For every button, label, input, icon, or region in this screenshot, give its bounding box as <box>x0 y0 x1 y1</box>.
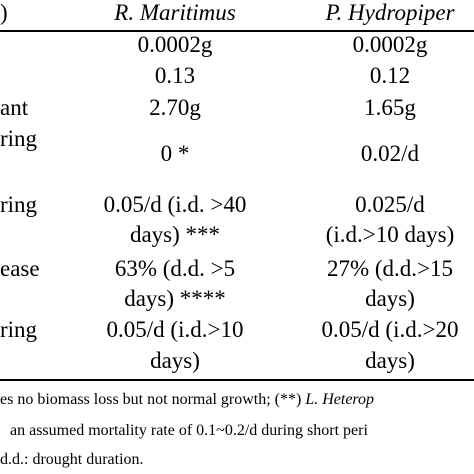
row2-r-maritimus: 2.70g <box>149 95 201 120</box>
row6-r-maritimus-line1: 0.05/d (i.d.>10 <box>106 317 244 342</box>
row5-p-hydropiper-line1: 27% (d.d.>15 <box>326 256 454 281</box>
row4-p-hydropiper-line1: 0.025/d <box>355 192 425 217</box>
row2-label: ant <box>0 95 29 120</box>
row6-p-hydropiper-line1: 0.05/d (i.d.>20 <box>321 317 459 342</box>
row1-r-maritimus: 0.13 <box>154 63 196 88</box>
row3-r-maritimus: 0 * <box>160 141 190 166</box>
row1-p-hydropiper: 0.12 <box>369 63 411 88</box>
row3-p-hydropiper: 0.02/d <box>360 141 420 166</box>
row6-r-maritimus-line2: days) <box>150 348 200 373</box>
row6-label: ring <box>0 317 38 342</box>
footnote-line2: an assumed mortality rate of 0.1~0.2/d d… <box>10 422 368 439</box>
footnote-line1-text: es no biomass loss but not normal growth… <box>0 391 306 408</box>
header-r-maritimus: R. Maritimus <box>114 0 236 25</box>
row2-p-hydropiper: 1.65g <box>364 95 416 120</box>
row0-p-hydropiper: 0.0002g <box>352 32 428 57</box>
footnote-line1: es no biomass loss but not normal growth… <box>0 390 374 410</box>
header-rule <box>0 30 474 32</box>
header-col0: ) <box>0 0 8 25</box>
row4-p-hydropiper-line2: (i.d.>10 days) <box>325 222 455 247</box>
row5-p-hydropiper-line2: days) <box>365 286 415 311</box>
footnote-line1-species: L. Heterop <box>305 391 375 408</box>
row0-r-maritimus: 0.0002g <box>137 32 213 57</box>
row6-p-hydropiper-line2: days) <box>365 348 415 373</box>
row4-r-maritimus-line2: days) *** <box>129 222 221 247</box>
row3-label: ring <box>0 126 38 151</box>
row5-r-maritimus-line2: days) **** <box>124 286 226 311</box>
row5-label: ease <box>0 256 40 281</box>
bottom-rule <box>0 379 474 381</box>
footnote-line3: d.d.: drought duration. <box>0 451 144 468</box>
row5-r-maritimus-line1: 63% (d.d. >5 <box>114 256 236 281</box>
header-p-hydropiper: P. Hydropiper <box>325 0 455 25</box>
row4-label: ring <box>0 192 38 217</box>
row4-r-maritimus-line1: 0.05/d (i.d. >40 <box>103 192 247 217</box>
